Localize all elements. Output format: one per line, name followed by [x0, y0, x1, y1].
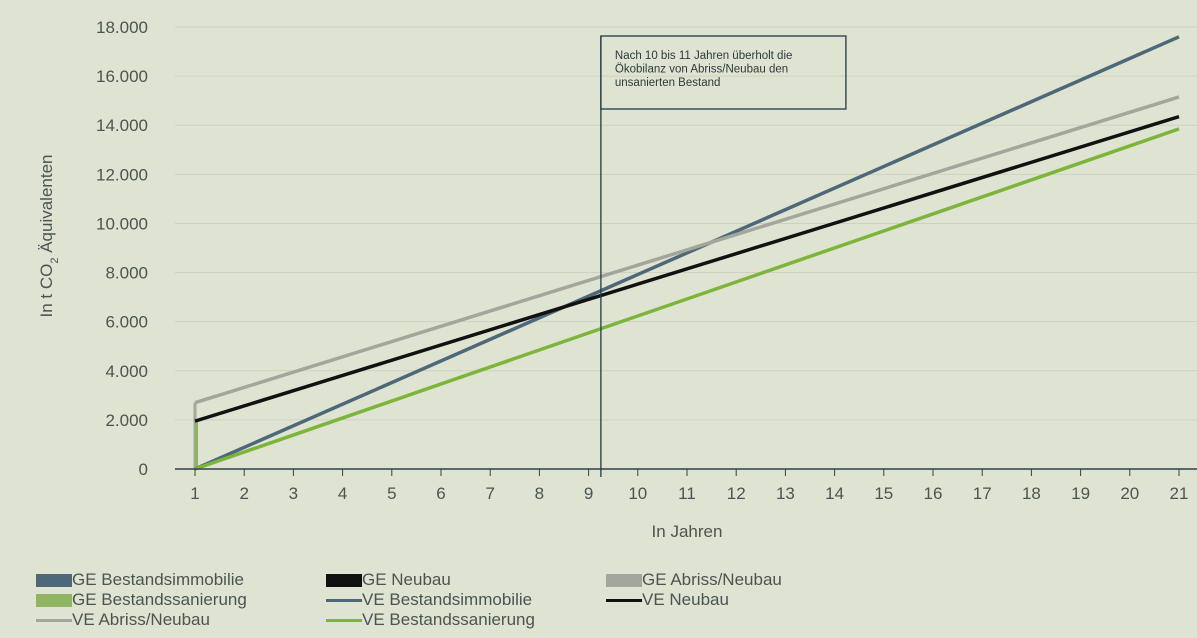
legend-item: VE Abriss/Neubau: [36, 610, 210, 630]
y-tick-label: 16.000: [96, 67, 148, 86]
bar-1: [195, 421, 198, 469]
series-lines: [194, 35, 1180, 471]
legend-item: VE Bestandssanierung: [326, 610, 535, 630]
legend-label: GE Bestandsimmobilie: [72, 570, 244, 589]
x-tick-label: 2: [239, 484, 248, 503]
annotation-line: Nach 10 bis 11 Jahren überholt die: [615, 50, 793, 62]
x-tick-label: 4: [338, 484, 347, 503]
legend-item: GE Bestandsimmobilie: [36, 570, 244, 590]
x-tick-label: 15: [874, 484, 893, 503]
y-tick-label: 14.000: [96, 116, 148, 135]
legend-label: VE Abriss/Neubau: [72, 610, 210, 629]
x-tick-label: 20: [1120, 484, 1139, 503]
x-tick-label: 5: [387, 484, 396, 503]
y-axis-label-main: In t CO: [37, 264, 56, 318]
legend-label: VE Neubau: [642, 590, 729, 609]
x-axis-label: In Jahren: [652, 522, 723, 541]
legend-swatch: [36, 593, 72, 607]
x-tick-label: 14: [825, 484, 844, 503]
gridlines: [175, 26, 1197, 421]
x-tick-label: 12: [727, 484, 746, 503]
x-tick-label: 21: [1170, 484, 1189, 503]
x-tick-label: 3: [289, 484, 298, 503]
x-tick-label: 13: [776, 484, 795, 503]
y-tick-label: 12.000: [96, 165, 148, 184]
x-tick-label: 18: [1022, 484, 1041, 503]
y-tick-label: 2.000: [105, 411, 148, 430]
y-tick-label: 8.000: [105, 264, 148, 283]
annotation-box: [600, 35, 847, 110]
x-tick-label: 10: [628, 484, 647, 503]
x-axis-ticks: 1 2 3 4 5 6 7 8 9 10 11 12 13 14 15 16 17 18 19 20 21: [190, 469, 1188, 503]
legend-swatch: [606, 573, 642, 587]
legend-label: GE Abriss/Neubau: [642, 570, 782, 589]
y-axis-label-rest: Äquivalenten: [37, 154, 56, 257]
y-tick-label: 0: [139, 460, 148, 479]
series-line-1: [194, 95, 1180, 405]
legend-label: VE Bestandssanierung: [362, 610, 535, 629]
x-tick-label: 1: [190, 484, 199, 503]
y-tick-label: 4.000: [105, 362, 148, 381]
legend-item: GE Abriss/Neubau: [606, 570, 782, 590]
legend-swatch: [326, 618, 362, 622]
x-tick-label: 11: [678, 484, 696, 503]
x-tick-label: 17: [973, 484, 992, 503]
legend-swatch: [606, 598, 642, 602]
annotation-line: Ökobilanz von Abriss/Neubau den: [615, 64, 788, 76]
y-tick-label: 6.000: [105, 313, 148, 332]
series-line-2: [194, 114, 1180, 423]
x-tick-label: 9: [584, 484, 593, 503]
annotation-line: unsanierten Bestand: [615, 77, 721, 89]
legend-swatch: [36, 573, 72, 587]
bars-at-year-1: [193, 402, 198, 469]
y-tick-label: 18.000: [96, 18, 148, 37]
annotation-text: Nach 10 bis 11 Jahren überholt die Ökobil…: [615, 50, 793, 89]
x-tick-label: 6: [436, 484, 445, 503]
series-line-3: [194, 127, 1180, 471]
legend-item: GE Bestandssanierung: [36, 590, 247, 610]
legend-swatch: [326, 598, 362, 602]
y-axis-label: In t CO2 Äquivalenten: [37, 154, 61, 317]
legend-label: GE Bestandssanierung: [72, 590, 247, 609]
x-tick-label: 8: [535, 484, 544, 503]
legend-item: VE Neubau: [606, 590, 729, 610]
series-line-0: [194, 35, 1180, 471]
legend-item: GE Neubau: [326, 570, 451, 590]
y-axis-ticks: 0 2.000 4.000 6.000 8.000 10.000 12.000 14.000 1…: [96, 18, 148, 479]
y-tick-label: 10.000: [96, 214, 148, 233]
x-tick-label: 16: [924, 484, 943, 503]
legend-swatch: [36, 618, 72, 622]
legend-label: VE Bestandsimmobilie: [362, 590, 533, 609]
marker: Nach 10 bis 11 Jahren überholt die Ökobil…: [600, 35, 847, 477]
legend-swatch: [326, 573, 362, 587]
x-tick-label: 7: [485, 484, 494, 503]
legend-item: VE Bestandsimmobilie: [326, 590, 532, 610]
y-axis-label-sub: 2: [49, 258, 61, 264]
x-tick-label: 19: [1071, 484, 1090, 503]
legend-label: GE Neubau: [362, 570, 451, 589]
